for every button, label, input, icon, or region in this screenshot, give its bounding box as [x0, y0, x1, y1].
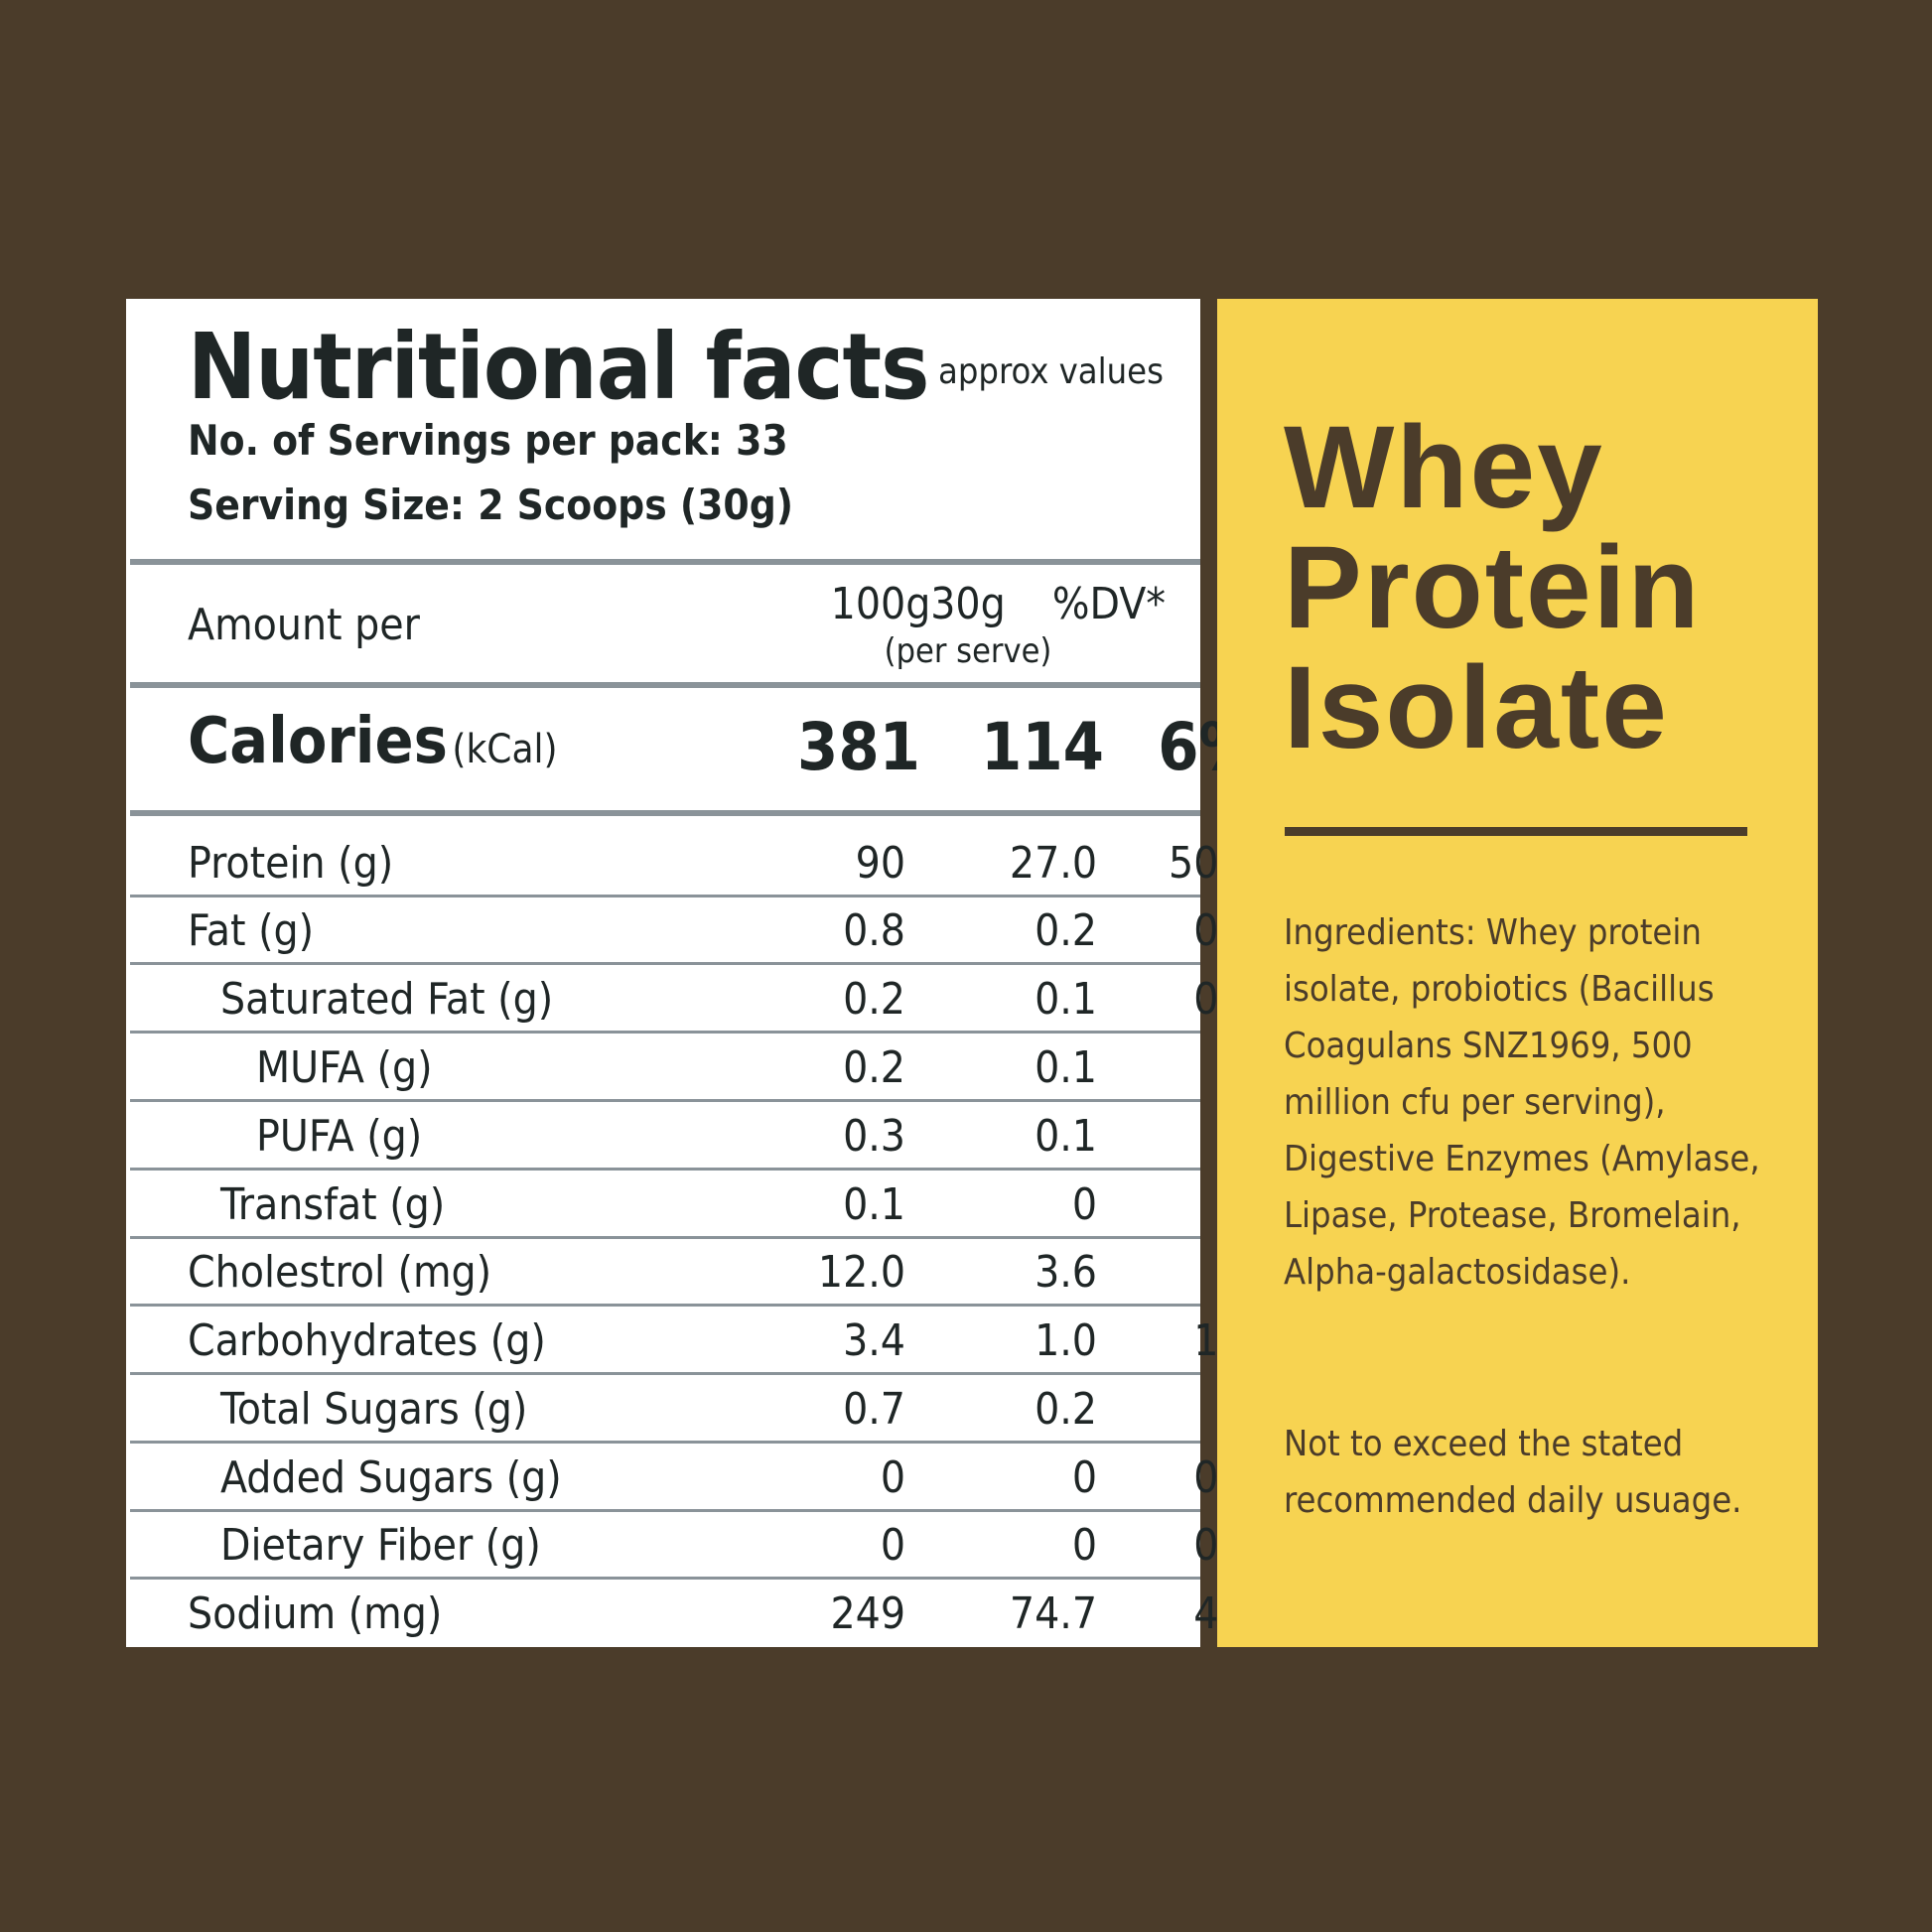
value-30g: 0.1 — [1035, 974, 1097, 1025]
value-30g: 0.1 — [1035, 1111, 1097, 1162]
value-100g: 0.8 — [843, 905, 905, 956]
servings-per-pack: No. of Servings per pack: 33 — [188, 416, 788, 465]
row-divider — [130, 1577, 1200, 1580]
product-divider — [1285, 827, 1747, 836]
value-30g: 0 — [1071, 1179, 1097, 1230]
row-divider — [130, 1441, 1200, 1444]
value-100g: 0.2 — [843, 974, 905, 1025]
divider-header — [130, 682, 1200, 688]
serving-size: Serving Size: 2 Scoops (30g) — [188, 481, 794, 529]
nutrient-label: Total Sugars (g) — [220, 1384, 528, 1435]
divider-calories — [130, 810, 1200, 816]
value-30g: 0 — [1071, 1520, 1097, 1571]
product-title: Whey Protein Isolate — [1284, 408, 1702, 768]
nutrient-label: Transfat (g) — [220, 1179, 446, 1230]
nutrient-label: Fat (g) — [188, 905, 315, 956]
row-divider — [130, 1031, 1200, 1034]
row-divider — [130, 895, 1200, 897]
nutrition-title: Nutritional facts — [188, 314, 929, 420]
row-divider — [130, 1099, 1200, 1102]
value-30g: 3.6 — [1035, 1247, 1097, 1298]
table-row: Dietary Fiber (g) 0 0 0% — [126, 1512, 1256, 1580]
row-divider — [130, 1372, 1200, 1375]
table-row: Added Sugars (g) 0 0 0% — [126, 1445, 1256, 1512]
row-divider — [130, 1236, 1200, 1239]
table-row: Carbohydrates (g) 3.4 1.0 1% — [126, 1308, 1256, 1375]
ingredients-text: Ingredients: Whey protein isolate, probi… — [1284, 912, 1760, 1293]
nutrient-label: Dietary Fiber (g) — [220, 1520, 541, 1571]
table-row: Sodium (mg) 249 74.7 4% — [126, 1581, 1256, 1648]
nutrient-label: Carbohydrates (g) — [188, 1315, 546, 1366]
table-row: MUFA (g) 0.2 0.1 — [126, 1035, 1200, 1102]
table-row: Saturated Fat (g) 0.2 0.1 0% — [126, 966, 1256, 1034]
header-col-dv: %DV* — [1051, 579, 1167, 629]
table-row: Total Sugars (g) 0.7 0.2 — [126, 1376, 1200, 1444]
nutrient-label: Saturated Fat (g) — [220, 974, 554, 1025]
value-100g: 3.4 — [843, 1315, 905, 1366]
value-30g: 0.1 — [1035, 1042, 1097, 1093]
nutrient-label: Protein (g) — [188, 838, 394, 889]
table-row: Fat (g) 0.8 0.2 0% — [126, 897, 1256, 965]
value-100g: 0.1 — [843, 1179, 905, 1230]
row-divider — [130, 1509, 1200, 1512]
calories-label: Calories (kCal) — [188, 704, 558, 780]
value-100g: 90 — [855, 838, 905, 889]
nutrient-label: PUFA (g) — [256, 1111, 423, 1162]
value-30g: 0 — [1071, 1452, 1097, 1503]
value-100g: 12.0 — [817, 1247, 905, 1298]
header-amount-per: Amount per — [188, 600, 420, 650]
calories-unit: (kCal) — [452, 727, 558, 772]
value-100g: 0.3 — [843, 1111, 905, 1162]
calories-30g: 114 — [981, 709, 1104, 785]
value-100g: 0 — [880, 1452, 905, 1503]
value-30g: 74.7 — [1009, 1588, 1097, 1639]
row-divider — [130, 1168, 1200, 1171]
header-col-30g: 30g — [930, 579, 1006, 629]
product-title-line: Protein — [1284, 522, 1702, 653]
product-panel: Whey Protein Isolate Ingredients: Whey p… — [1217, 299, 1818, 1647]
nutrient-label: Added Sugars (g) — [220, 1452, 562, 1503]
value-100g: 249 — [830, 1588, 905, 1639]
nutrient-label: MUFA (g) — [256, 1042, 433, 1093]
calories-100g: 381 — [797, 709, 920, 785]
product-title-line: Whey — [1284, 402, 1604, 533]
row-divider — [130, 1304, 1200, 1307]
value-30g: 0.2 — [1035, 905, 1097, 956]
value-30g: 0.2 — [1035, 1384, 1097, 1435]
usage-note: Not to exceed the stated recommended dai… — [1284, 1424, 1742, 1521]
product-title-line: Isolate — [1284, 642, 1669, 773]
calories-text: Calories — [188, 705, 448, 778]
nutrition-facts-panel: Nutritional facts approx values No. of S… — [126, 299, 1258, 1648]
table-row: Cholestrol (mg) 12.0 3.6 — [126, 1239, 1200, 1307]
table-row: PUFA (g) 0.3 0.1 — [126, 1103, 1200, 1171]
approx-values-note: approx values — [938, 351, 1164, 392]
value-100g: 0.7 — [843, 1384, 905, 1435]
value-100g: 0.2 — [843, 1042, 905, 1093]
divider-top — [130, 559, 1200, 565]
value-30g: 1.0 — [1035, 1315, 1097, 1366]
header-col-30g-sub: (per serve) — [884, 631, 1052, 671]
nutrient-label: Sodium (mg) — [188, 1588, 443, 1639]
row-divider — [130, 962, 1200, 965]
value-30g: 27.0 — [1009, 838, 1097, 889]
value-100g: 0 — [880, 1520, 905, 1571]
header-col-100g: 100g — [830, 579, 931, 629]
table-row: Transfat (g) 0.1 0 — [126, 1172, 1200, 1239]
nutrient-label: Cholestrol (mg) — [188, 1247, 492, 1298]
table-row: Protein (g) 90 27.0 50% — [126, 830, 1256, 897]
